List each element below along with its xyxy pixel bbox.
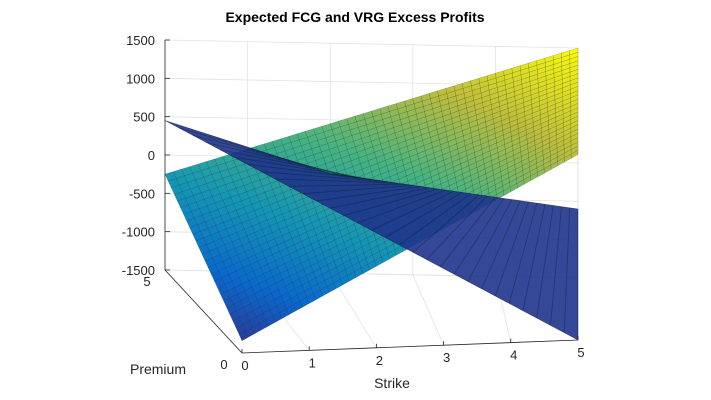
z-tick-label: -500 — [129, 186, 155, 201]
fcg-mesh-line — [247, 163, 380, 182]
fcg-mesh-line — [398, 193, 471, 246]
z-tick-label: 1000 — [126, 71, 155, 86]
fcg-mesh-line — [316, 186, 422, 202]
fcg-mesh-line — [371, 190, 455, 231]
fcg-mesh-line — [426, 195, 488, 260]
fcg-mesh-line — [343, 188, 438, 217]
fcg-mesh-line — [563, 207, 571, 333]
x-tick-label: 0 — [241, 358, 248, 373]
fcg-mesh-line — [439, 196, 496, 268]
fcg-mesh-line — [467, 199, 513, 282]
y-axis-line — [164, 269, 243, 354]
fcg-mesh-line — [522, 204, 546, 311]
fcg-mesh-line — [192, 134, 347, 177]
floor-gridline — [412, 274, 444, 346]
fcg-mesh-line — [302, 184, 413, 195]
fcg-mesh-line — [219, 149, 364, 179]
x-tick-label: 3 — [443, 350, 450, 365]
x-axis-label: Strike — [374, 375, 410, 391]
fcg-mesh-line — [549, 206, 562, 326]
x-tick-label: 1 — [309, 355, 316, 370]
fcg-mesh-line — [385, 192, 463, 238]
fcg-mesh-line — [481, 200, 521, 289]
fcg-mesh-line — [178, 127, 339, 176]
y-tick-label: 0 — [220, 357, 227, 372]
x-tick-label: 4 — [510, 348, 517, 363]
y-tick-label: 5 — [143, 274, 150, 289]
fcg-mesh-line — [206, 141, 356, 178]
fcg-mesh-line — [508, 202, 538, 304]
z-tick-label: 1500 — [126, 33, 155, 48]
label-layer: Strike Premium — [130, 361, 410, 391]
fcg-mesh-line — [412, 194, 480, 253]
x-tick-label: 5 — [577, 345, 584, 360]
fcg-mesh-line — [494, 201, 529, 297]
z-tick-label: 0 — [148, 148, 155, 163]
fcg-mesh-line — [536, 205, 554, 319]
back-wall-gridline — [164, 39, 579, 49]
fcg-mesh-line — [453, 198, 505, 275]
surface-layer — [164, 47, 579, 342]
fcg-mesh-line — [261, 171, 389, 183]
fcg-mesh-line — [233, 156, 372, 180]
z-tick-label: 500 — [133, 110, 155, 125]
fcg-mesh-line — [275, 178, 397, 184]
fcg-mesh-line — [330, 187, 430, 209]
vrg-surface-patch — [569, 47, 579, 56]
z-tick-label: -1500 — [122, 263, 155, 278]
x-tick-label: 2 — [376, 353, 383, 368]
fcg-mesh-line — [357, 189, 447, 224]
fcg-mesh-line — [288, 183, 405, 187]
fcg-surface — [164, 120, 579, 341]
chart-title: Expected FCG and VRG Excess Profits — [225, 9, 484, 25]
y-axis-label: Premium — [130, 361, 186, 377]
z-tick-label: -1000 — [122, 225, 155, 240]
x-axis-line — [241, 339, 579, 354]
